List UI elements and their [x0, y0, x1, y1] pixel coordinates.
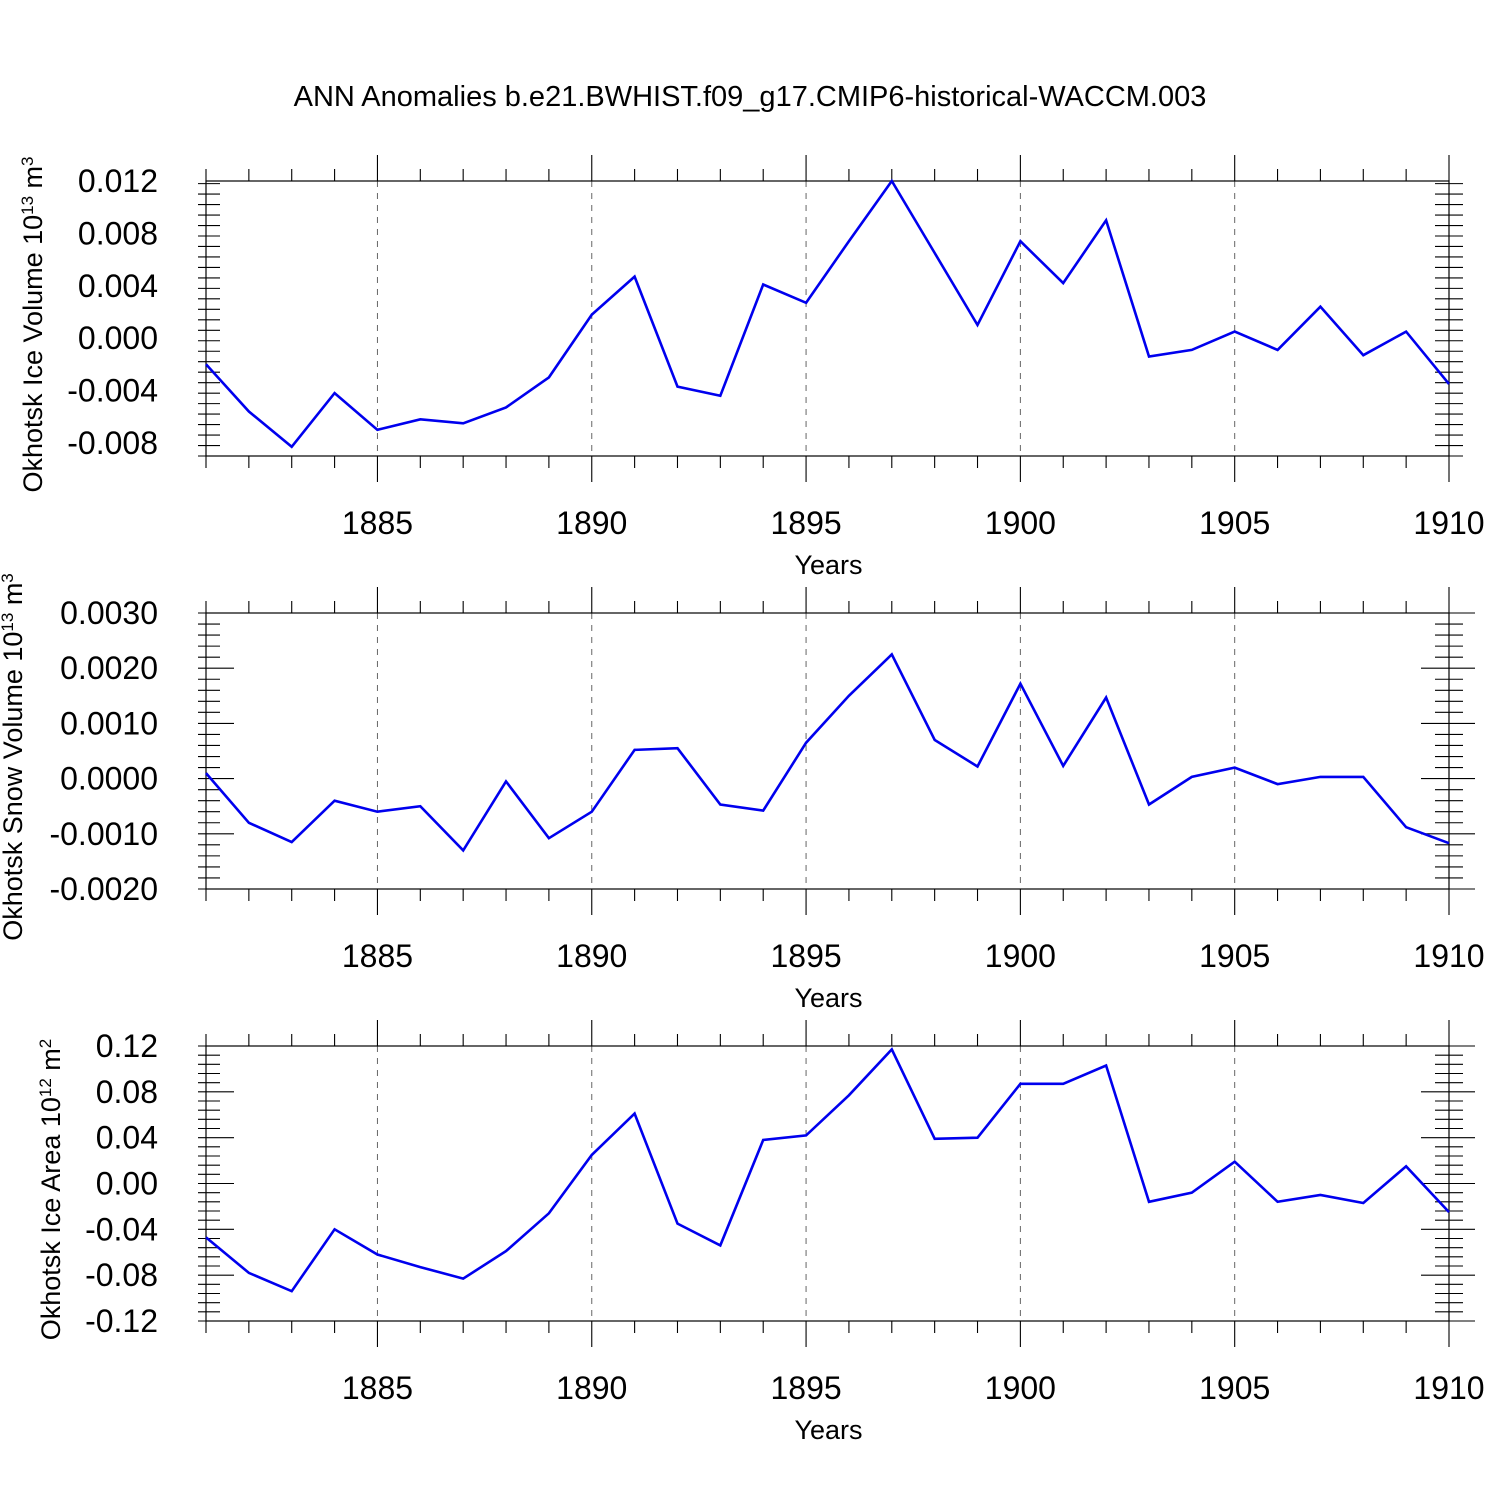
x-tick-label: 1890	[556, 1370, 627, 1406]
y-tick-label: 0.0000	[60, 761, 158, 797]
x-tick-label: 1910	[1413, 505, 1484, 541]
x-tick-label: 1905	[1199, 1370, 1270, 1406]
x-tick-label: 1895	[770, 505, 841, 541]
x-tick-label: 1890	[556, 505, 627, 541]
x-tick-label: 1885	[342, 505, 413, 541]
y-tick-label: -0.04	[85, 1211, 158, 1247]
series-line-1	[205, 178, 1451, 449]
panel-1: 1885 1890 1895 1900 1905 1910 Years -0.008 -0.00…	[18, 155, 1485, 580]
y-tick-label: 0.000	[78, 320, 158, 356]
x-tick-label: 1895	[770, 1370, 841, 1406]
y-tick-label: 0.0020	[60, 650, 158, 686]
y-tick-label: -0.004	[67, 373, 158, 409]
chart-title: ANN Anomalies b.e21.BWHIST.f09_g17.CMIP6…	[294, 81, 1207, 113]
x-tick-label: 1900	[985, 1370, 1056, 1406]
series-line-1	[205, 652, 1450, 853]
plot-frame	[205, 1045, 1450, 1322]
y-tick-label: 0.004	[78, 268, 158, 304]
series-line-1	[205, 1047, 1450, 1293]
panel-3: 1885 1890 1895 1900 1905 1910 Years -0.12 -0.08 -…	[36, 1020, 1485, 1445]
plot-frame	[205, 180, 1450, 457]
y-axis-title: Okhotsk Ice Volume 1013 m3	[18, 156, 48, 492]
y-tick-label: -0.0010	[49, 816, 158, 852]
y-tick-label: 0.00	[96, 1166, 158, 1202]
x-axis-title: Years	[794, 983, 862, 1013]
y-axis-title: Okhotsk Ice Area 1012 m2	[36, 1039, 66, 1341]
y-tick-label: 0.012	[78, 163, 158, 199]
x-axis-title: Years	[794, 550, 862, 580]
y-tick-label: 0.08	[96, 1074, 158, 1110]
x-axis-title: Years	[794, 1415, 862, 1445]
x-tick-label: 1895	[770, 938, 841, 974]
x-tick-label: 1890	[556, 938, 627, 974]
x-tick-label: 1900	[985, 505, 1056, 541]
plot-frame	[205, 612, 1450, 890]
y-tick-label: -0.0020	[49, 871, 158, 907]
y-tick-label: 0.0010	[60, 705, 158, 741]
y-tick-label: -0.12	[85, 1303, 158, 1339]
x-tick-label: 1885	[342, 1370, 413, 1406]
y-tick-label: 0.008	[78, 215, 158, 251]
x-tick-label: 1910	[1413, 938, 1484, 974]
x-tick-label: 1905	[1199, 505, 1270, 541]
x-tick-label: 1905	[1199, 938, 1270, 974]
y-axis-title: Okhotsk Snow Volume 1013 m3	[0, 573, 28, 941]
x-tick-label: 1885	[342, 938, 413, 974]
y-tick-label: 0.04	[96, 1120, 158, 1156]
x-tick-label: 1910	[1413, 1370, 1484, 1406]
y-tick-label: 0.12	[96, 1028, 158, 1064]
y-tick-label: 0.0030	[60, 595, 158, 631]
x-tick-label: 1900	[985, 938, 1056, 974]
y-tick-label: -0.08	[85, 1257, 158, 1293]
y-tick-label: -0.008	[67, 425, 158, 461]
panel-2: 1885 1890 1895 1900 1905 1910 Years -0.0020 -0.0…	[0, 573, 1485, 1013]
